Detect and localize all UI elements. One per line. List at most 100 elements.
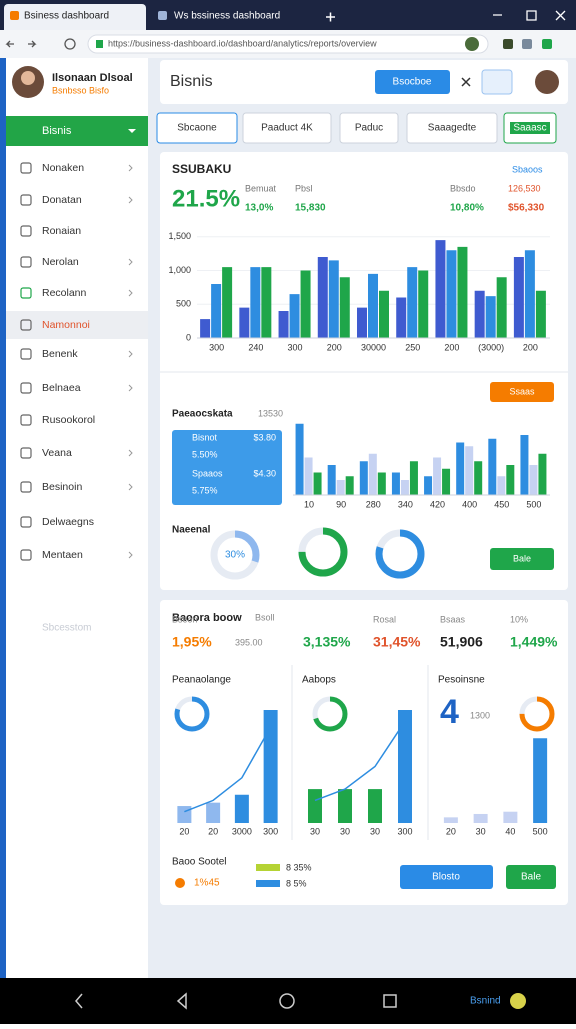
- profile-icon[interactable]: [465, 37, 479, 51]
- trend-line: [184, 726, 272, 813]
- bar: [409, 461, 418, 495]
- x-tick-label: 300: [397, 826, 412, 836]
- button[interactable]: [490, 548, 554, 570]
- bar: [442, 468, 451, 495]
- icon-button[interactable]: [481, 69, 513, 95]
- button-label[interactable]: Bsocboe: [393, 77, 432, 88]
- list-text: Spaaos: [192, 468, 223, 478]
- nav-item[interactable]: Bisnis: [42, 125, 72, 137]
- tab-title[interactable]: Bsiness dashboard: [24, 11, 109, 22]
- bar: [222, 267, 233, 338]
- tab-title[interactable]: Ws bssiness dashboard: [174, 11, 280, 22]
- reload[interactable]: [64, 38, 76, 50]
- bar: [443, 817, 458, 823]
- filter-label[interactable]: Sbcaone: [177, 123, 217, 134]
- x-tick-label: 20: [208, 826, 218, 836]
- nav-item[interactable]: Nonaken: [42, 162, 84, 174]
- nav-icon: [20, 256, 32, 268]
- button-label[interactable]: Bale: [513, 553, 531, 563]
- nav-arrows[interactable]: [5, 40, 37, 48]
- header-button[interactable]: [375, 70, 450, 94]
- filter[interactable]: [339, 112, 399, 144]
- page-title: Bisnis: [170, 73, 213, 90]
- list-text: 5.50%: [192, 449, 218, 459]
- nav-item[interactable]: Nerolan: [42, 256, 79, 268]
- nav-item[interactable]: Veana: [42, 447, 72, 459]
- active-tab[interactable]: [4, 4, 146, 30]
- ext-icon[interactable]: [503, 39, 513, 49]
- filter[interactable]: [156, 112, 238, 144]
- x-tick-label: 40: [505, 826, 515, 836]
- ext-icon[interactable]: [542, 39, 552, 49]
- button[interactable]: [506, 865, 556, 889]
- highlight: [6, 311, 148, 339]
- filter[interactable]: [406, 112, 498, 144]
- nav-item[interactable]: Mentaen: [42, 549, 83, 561]
- filter-label[interactable]: Saaagedte: [428, 123, 477, 134]
- ext-icon[interactable]: [522, 39, 532, 49]
- bar: [289, 294, 300, 338]
- donut-arc: [375, 529, 425, 579]
- new-tab[interactable]: [326, 12, 335, 22]
- bar: [200, 319, 211, 338]
- x-tick-label: 240: [248, 342, 263, 352]
- x-tick-label: 200: [523, 342, 538, 352]
- filter[interactable]: [242, 112, 332, 144]
- button[interactable]: [490, 382, 554, 402]
- label: 1%45: [194, 878, 220, 889]
- filter-label[interactable]: Paaduct 4K: [261, 123, 313, 134]
- close[interactable]: [461, 77, 471, 87]
- bar: [485, 296, 496, 338]
- bar: [379, 290, 389, 338]
- filter-label[interactable]: Saaasc: [513, 123, 546, 134]
- active-nav[interactable]: [6, 116, 148, 146]
- donut-arc: [312, 696, 348, 732]
- bar: [211, 284, 222, 338]
- x-tick-label: 30: [476, 826, 486, 836]
- nav-item[interactable]: Donatan: [42, 194, 82, 206]
- stat-label: Bsaas: [440, 614, 466, 624]
- x-tick-label: 90: [336, 499, 346, 509]
- bar: [474, 290, 485, 338]
- bar: [177, 806, 192, 823]
- nav-item[interactable]: Besinoin: [42, 481, 82, 493]
- bar: [308, 789, 322, 823]
- donut-arc: [210, 530, 260, 580]
- nav-icons[interactable]: [75, 992, 397, 1010]
- button-label[interactable]: Bale: [521, 872, 541, 883]
- x-tick-label: 3000: [232, 826, 252, 836]
- url-box[interactable]: [87, 34, 489, 54]
- x-tick-label: 500: [526, 499, 541, 509]
- nav-item[interactable]: Belnaea: [42, 382, 81, 394]
- nav-icon: [20, 162, 32, 174]
- bar: [529, 465, 538, 495]
- bar: [538, 453, 547, 495]
- bar: [206, 802, 221, 823]
- button-label[interactable]: Blosto: [432, 872, 460, 883]
- bar: [418, 270, 429, 338]
- bar: [328, 260, 339, 338]
- filter-label[interactable]: Paduc: [355, 123, 383, 134]
- bar: [368, 453, 377, 495]
- nav-item[interactable]: Ronaian: [42, 225, 81, 237]
- list-text: 5.75%: [192, 485, 218, 495]
- button-label[interactable]: Ssaas: [509, 386, 535, 396]
- link[interactable]: Sbaoos: [512, 164, 543, 174]
- nav-item[interactable]: Delwaegns: [42, 516, 94, 528]
- nav-item[interactable]: Sbcesstom: [42, 623, 91, 634]
- window-controls[interactable]: [493, 10, 566, 21]
- stat-label: 126,530: [508, 183, 541, 193]
- button[interactable]: [400, 865, 493, 889]
- x-tick-label: 30: [370, 826, 380, 836]
- caret: [128, 129, 136, 133]
- nav-item[interactable]: Recolann: [42, 287, 87, 299]
- nav-item[interactable]: Benenk: [42, 348, 78, 360]
- x-tick-label: 10: [304, 499, 314, 509]
- bar: [263, 710, 278, 823]
- home[interactable]: [279, 993, 295, 1009]
- nav-item[interactable]: Rusookorol: [42, 414, 95, 426]
- bar: [250, 267, 261, 338]
- nav-label[interactable]: Bsnind: [470, 996, 501, 1007]
- stat-value: 51,906: [440, 634, 483, 650]
- nav-item[interactable]: Namonnoi: [42, 319, 90, 331]
